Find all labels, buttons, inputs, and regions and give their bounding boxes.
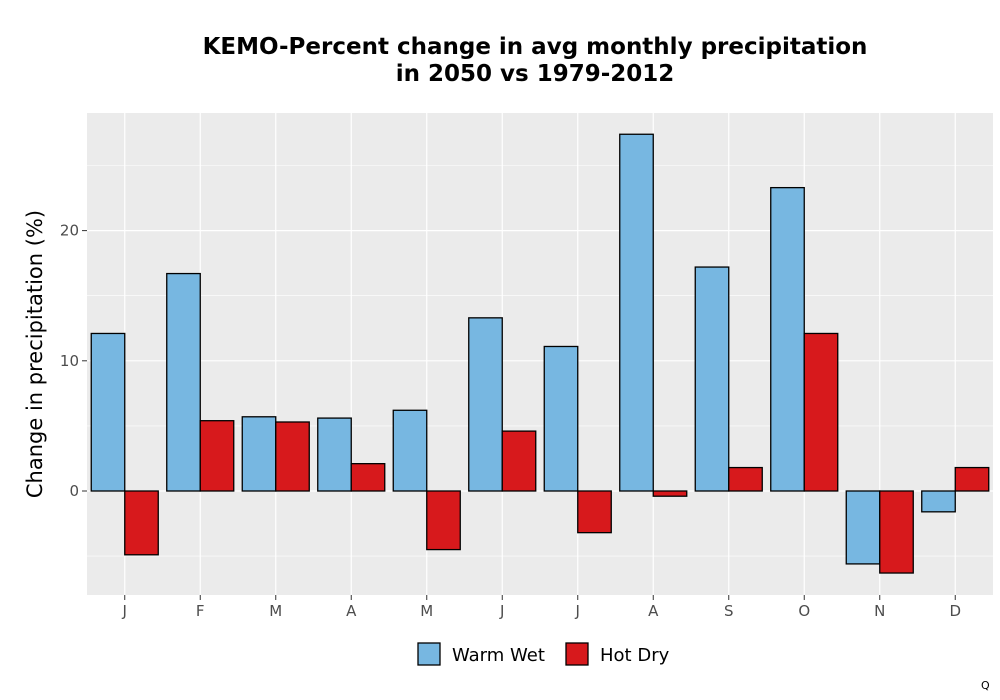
chart-title-line-2: in 2050 vs 1979-2012 (396, 61, 675, 87)
legend-swatch-hot-dry (565, 642, 589, 666)
x-tick-label: N (874, 602, 885, 620)
y-tick-label: 10 (60, 352, 79, 370)
x-tick-label: O (798, 602, 810, 620)
x-tick-label: F (196, 602, 205, 620)
plot-panel (87, 113, 993, 595)
legend: Warm Wet Hot Dry (417, 642, 670, 666)
bar-warm-wet-11 (921, 490, 956, 513)
y-tick-label: 0 (69, 482, 79, 500)
corner-mark: Q (981, 679, 990, 692)
x-tick-label: M (269, 602, 282, 620)
bar-hot-dry-1 (199, 420, 235, 492)
y-tick-label: 20 (60, 222, 79, 240)
bars (90, 133, 990, 574)
bar-warm-wet-7 (619, 133, 654, 492)
bar-hot-dry-2 (275, 421, 310, 492)
bar-warm-wet-6 (543, 345, 579, 492)
bar-warm-wet-2 (241, 416, 277, 492)
x-tick-label: J (122, 602, 127, 620)
legend-label-hot-dry: Hot Dry (600, 645, 670, 666)
bar-hot-dry-7 (652, 490, 688, 497)
bar-warm-wet-8 (694, 266, 730, 492)
bar-warm-wet-9 (770, 186, 805, 492)
bar-hot-dry-6 (577, 490, 612, 534)
x-tick-label: A (648, 602, 659, 620)
bar-hot-dry-10 (879, 490, 914, 574)
bar-warm-wet-3 (317, 417, 352, 492)
bar-warm-wet-10 (845, 490, 881, 565)
x-tick-label: M (420, 602, 433, 620)
x-tick-label: D (949, 602, 961, 620)
x-tick-label: S (724, 602, 734, 620)
x-tick-label: J (575, 602, 580, 620)
bar-warm-wet-5 (468, 317, 503, 492)
bar-hot-dry-5 (501, 430, 537, 492)
bar-warm-wet-1 (166, 272, 201, 492)
legend-swatch-warm-wet (417, 642, 441, 666)
bar-hot-dry-4 (426, 490, 461, 551)
bar-hot-dry-3 (350, 463, 386, 492)
bar-hot-dry-11 (954, 466, 990, 492)
chart-title-line-1: KEMO-Percent change in avg monthly preci… (203, 34, 868, 60)
bar-warm-wet-0 (90, 332, 126, 492)
x-tick-label: J (499, 602, 504, 620)
y-axis: 0 10 20 (60, 222, 87, 500)
legend-label-warm-wet: Warm Wet (452, 645, 545, 666)
bar-hot-dry-8 (728, 466, 763, 492)
bar-hot-dry-0 (124, 490, 159, 556)
bar-hot-dry-9 (803, 332, 839, 492)
bar-warm-wet-4 (392, 409, 428, 492)
y-axis-label: Change in precipitation (%) (23, 210, 47, 498)
x-tick-label: A (346, 602, 357, 620)
